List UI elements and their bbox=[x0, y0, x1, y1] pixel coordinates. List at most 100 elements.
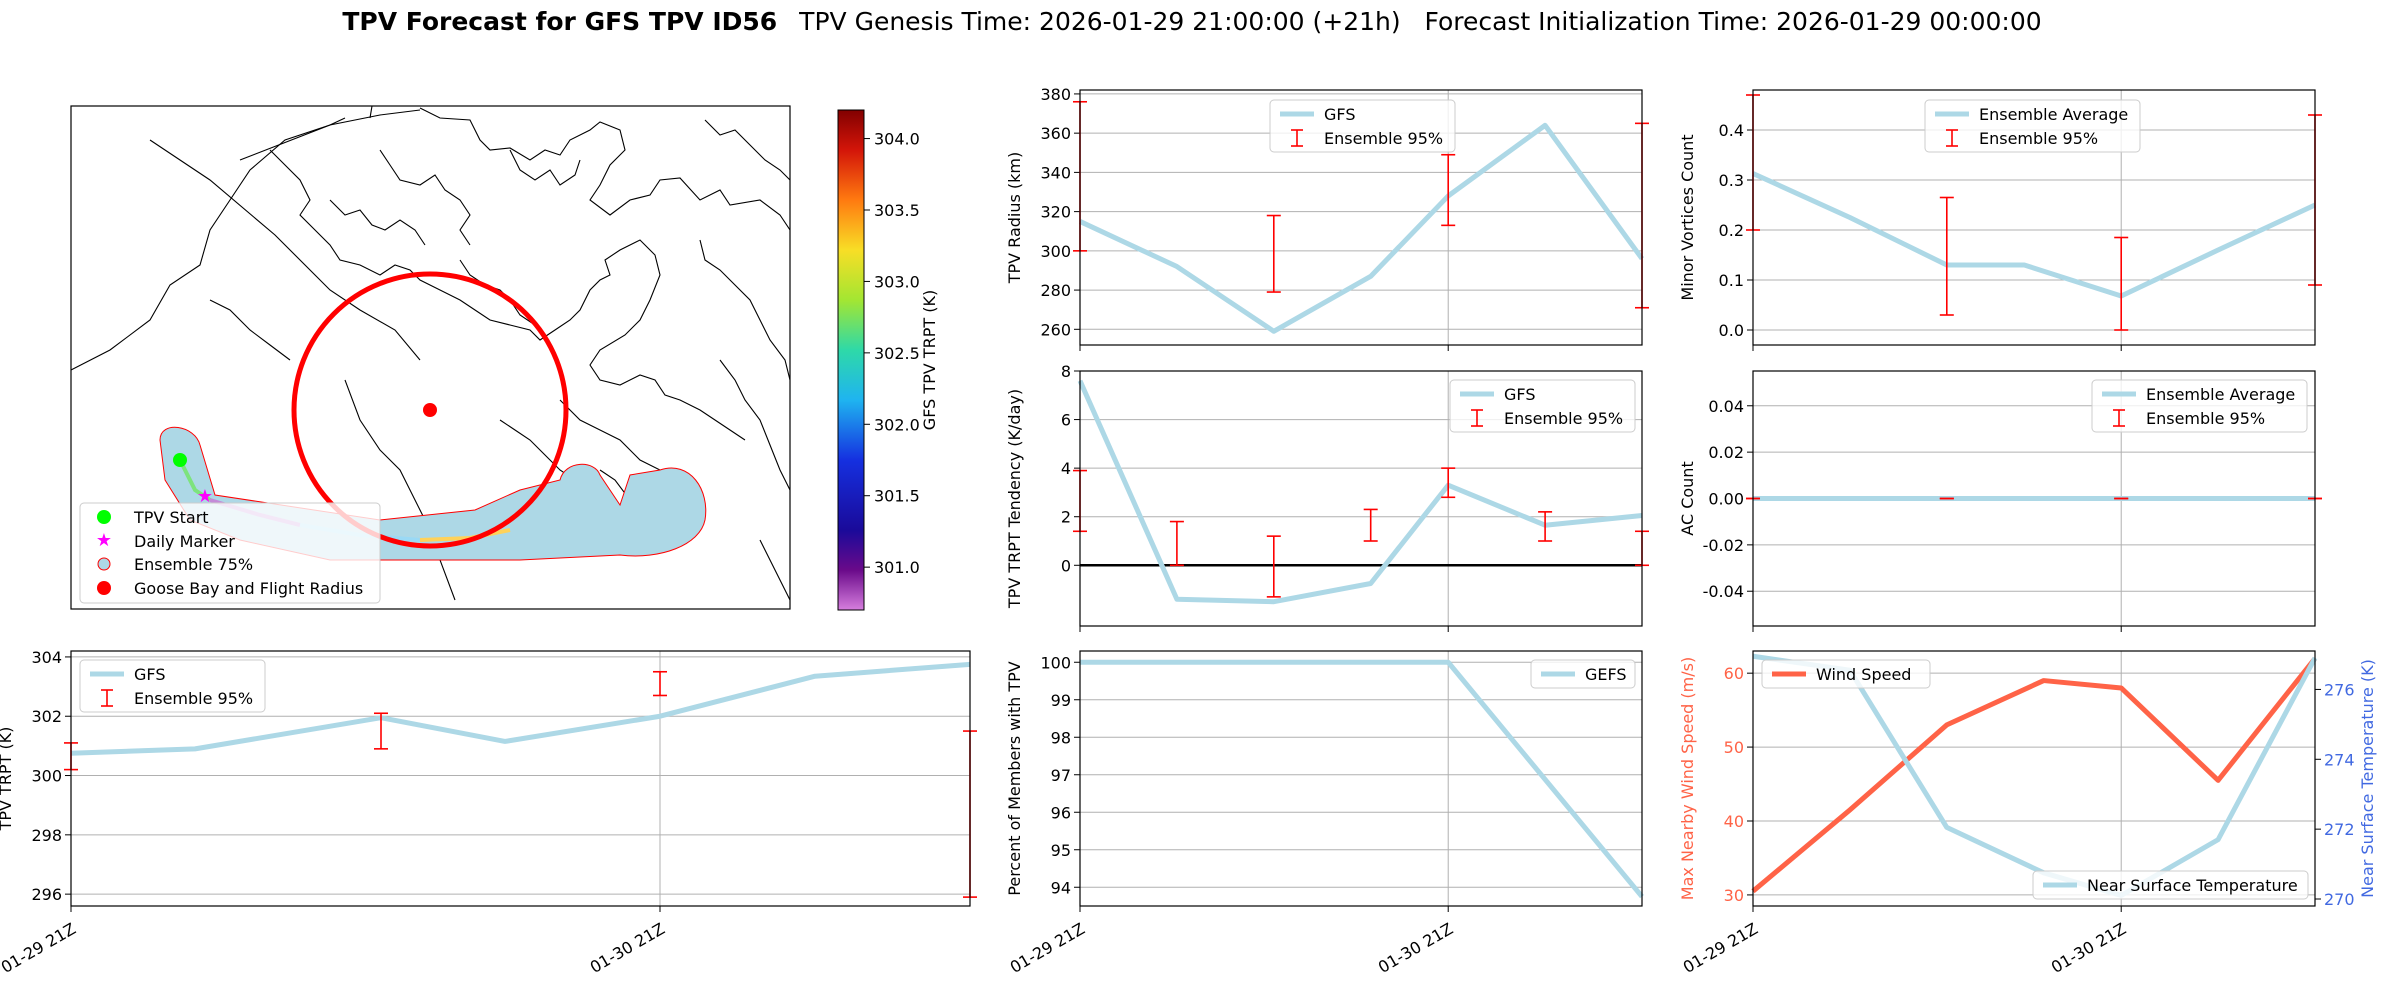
legend: Ensemble Average Ensemble 95% bbox=[1924, 99, 2141, 153]
legend-label: Ensemble Average bbox=[2146, 385, 2295, 404]
colorbar-tick-label: 301.5 bbox=[874, 487, 920, 506]
legend-label: GFS bbox=[1324, 105, 1355, 124]
y-tick-label: -0.04 bbox=[1703, 582, 1744, 601]
figure-title-rest: TPV Genesis Time: 2026-01-29 21:00:00 (+… bbox=[798, 7, 2041, 36]
legend: Ensemble Average Ensemble 95% bbox=[2091, 379, 2308, 433]
legend-label: Near Surface Temperature bbox=[2087, 876, 2298, 895]
y-tick-label: 0.04 bbox=[1708, 397, 1744, 416]
y2-tick-label: 274 bbox=[2324, 750, 2355, 769]
y-tick-label: 360 bbox=[1040, 124, 1071, 143]
y-tick-label: -0.02 bbox=[1703, 536, 1744, 555]
panel-minor-vortices: 0.0 0.1 0.2 0.3 0.4 Minor Vortices Count Ensem… bbox=[1678, 89, 2322, 351]
legend-label: GFS bbox=[1504, 385, 1535, 404]
errorbar bbox=[653, 670, 667, 697]
y-tick-label: 30 bbox=[1724, 886, 1744, 905]
y-tick-label: 100 bbox=[1040, 653, 1071, 672]
y2-tick-label: 272 bbox=[2324, 820, 2355, 839]
y-tick-label: 96 bbox=[1051, 803, 1071, 822]
track-start-segment bbox=[178, 459, 212, 502]
map-panel: ★ TPV Start ★ Daily Marker Ensemble 75% … bbox=[70, 105, 939, 611]
goose-bay-marker bbox=[423, 403, 437, 417]
y-axis-label: AC Count bbox=[1678, 461, 1697, 535]
y-tick-label: 94 bbox=[1051, 878, 1071, 897]
axes-frame bbox=[1079, 650, 1643, 907]
legend-frame bbox=[2032, 870, 2309, 900]
y-axis-label: Percent of Members with TPV bbox=[1005, 661, 1024, 895]
y2-tick-label: 270 bbox=[2324, 890, 2355, 909]
errorbar bbox=[1538, 511, 1553, 542]
panel-radius: 260 280 300 320 340 360 380 TPV Radius (km) GFS E… bbox=[1005, 85, 1649, 351]
tpv-start-marker bbox=[173, 453, 187, 467]
y2-axis-label: Near Surface Temperature (K) bbox=[2358, 659, 2377, 898]
map-coastlines bbox=[71, 106, 790, 601]
legend-frame bbox=[1924, 99, 2141, 153]
errorbar bbox=[1441, 153, 1456, 227]
y-tick-label: 97 bbox=[1051, 766, 1071, 785]
errorbar bbox=[2114, 236, 2129, 331]
y-tick-label: 0.2 bbox=[1719, 221, 1744, 240]
panel-tendency: 0 2 4 6 8 TPV TRPT Tendency (K/day) GFS Ensembl… bbox=[1005, 362, 1649, 632]
errorbar bbox=[1169, 520, 1184, 567]
y-tick-label: 280 bbox=[1040, 281, 1071, 300]
legend-label: Ensemble 95% bbox=[2146, 409, 2265, 428]
axes-frame bbox=[1752, 89, 2316, 346]
legend-wind: Wind Speed bbox=[1761, 659, 1931, 689]
legend-frame bbox=[2091, 379, 2308, 433]
legend-frame bbox=[1269, 99, 1456, 153]
y-tick-label: 60 bbox=[1724, 664, 1744, 683]
colorbar-tick-label: 301.0 bbox=[874, 558, 920, 577]
errorbar bbox=[1266, 535, 1281, 598]
legend-frame bbox=[1530, 659, 1636, 689]
errorbar bbox=[1939, 196, 1954, 316]
legend-label: GFS bbox=[134, 665, 165, 684]
legend-frame bbox=[79, 659, 266, 713]
figure-title-bold: TPV Forecast for GFS TPV ID56 bbox=[342, 7, 777, 36]
legend-temperature: Near Surface Temperature bbox=[2032, 870, 2309, 900]
y-tick-label: 320 bbox=[1040, 203, 1071, 222]
series-line-near-surface-temperature bbox=[1752, 653, 2318, 899]
map-legend-frame bbox=[79, 502, 381, 604]
y-tick-label: 0.4 bbox=[1719, 121, 1744, 140]
errorbar bbox=[1441, 467, 1456, 499]
legend-label: Ensemble Average bbox=[1979, 105, 2128, 124]
y-tick-label: 0.0 bbox=[1719, 321, 1744, 340]
y-tick-label: 40 bbox=[1724, 812, 1744, 831]
y2-tick-label: 276 bbox=[2324, 680, 2355, 699]
series-line-gfs bbox=[70, 661, 971, 756]
y-tick-label: 260 bbox=[1040, 320, 1071, 339]
colorbar-tick-label: 303.0 bbox=[874, 272, 920, 291]
x-tick-label: 01-30 21Z bbox=[1375, 919, 1456, 977]
y-tick-label: 298 bbox=[31, 826, 62, 845]
y-tick-label: 99 bbox=[1051, 691, 1071, 710]
map-colorbar: 301.0 301.5 302.0 302.5 303.0 303.5 304.0 GFS … bbox=[837, 109, 939, 611]
y-tick-label: 6 bbox=[1061, 411, 1071, 430]
y-axis-label: Minor Vortices Count bbox=[1678, 134, 1697, 300]
legend-daily-marker-label: Daily Marker bbox=[134, 532, 235, 551]
axes-frame bbox=[70, 650, 971, 907]
y-tick-label: 4 bbox=[1061, 459, 1071, 478]
legend-tpv-start-label: TPV Start bbox=[133, 508, 209, 527]
axes-frame bbox=[1752, 370, 2316, 627]
colorbar-label: GFS TPV TRPT (K) bbox=[920, 290, 939, 430]
errorbar bbox=[1266, 214, 1281, 293]
legend-label: Ensemble 95% bbox=[1979, 129, 2098, 148]
y-tick-label: 296 bbox=[31, 885, 62, 904]
y-tick-label: 380 bbox=[1040, 85, 1071, 104]
legend: GFS Ensemble 95% bbox=[79, 659, 266, 713]
legend-label: Ensemble 95% bbox=[134, 689, 253, 708]
series-line-gfs bbox=[1078, 122, 1645, 334]
y-tick-label: 0.1 bbox=[1719, 271, 1744, 290]
y-tick-label: 302 bbox=[31, 707, 62, 726]
axes-frame bbox=[1752, 650, 2316, 907]
y-tick-label: 2 bbox=[1061, 508, 1071, 527]
colorbar-tick-label: 302.5 bbox=[874, 344, 920, 363]
axes-frame bbox=[1079, 89, 1643, 346]
legend-frame bbox=[1449, 379, 1636, 433]
y-axis-label: TPV TRPT Tendency (K/day) bbox=[1005, 389, 1024, 609]
legend-label: Ensemble 95% bbox=[1324, 129, 1443, 148]
y-tick-label: 0.3 bbox=[1719, 171, 1744, 190]
y-tick-label: 300 bbox=[31, 767, 62, 786]
y-tick-label: 300 bbox=[1040, 242, 1071, 261]
y-tick-label: 0.02 bbox=[1708, 443, 1744, 462]
